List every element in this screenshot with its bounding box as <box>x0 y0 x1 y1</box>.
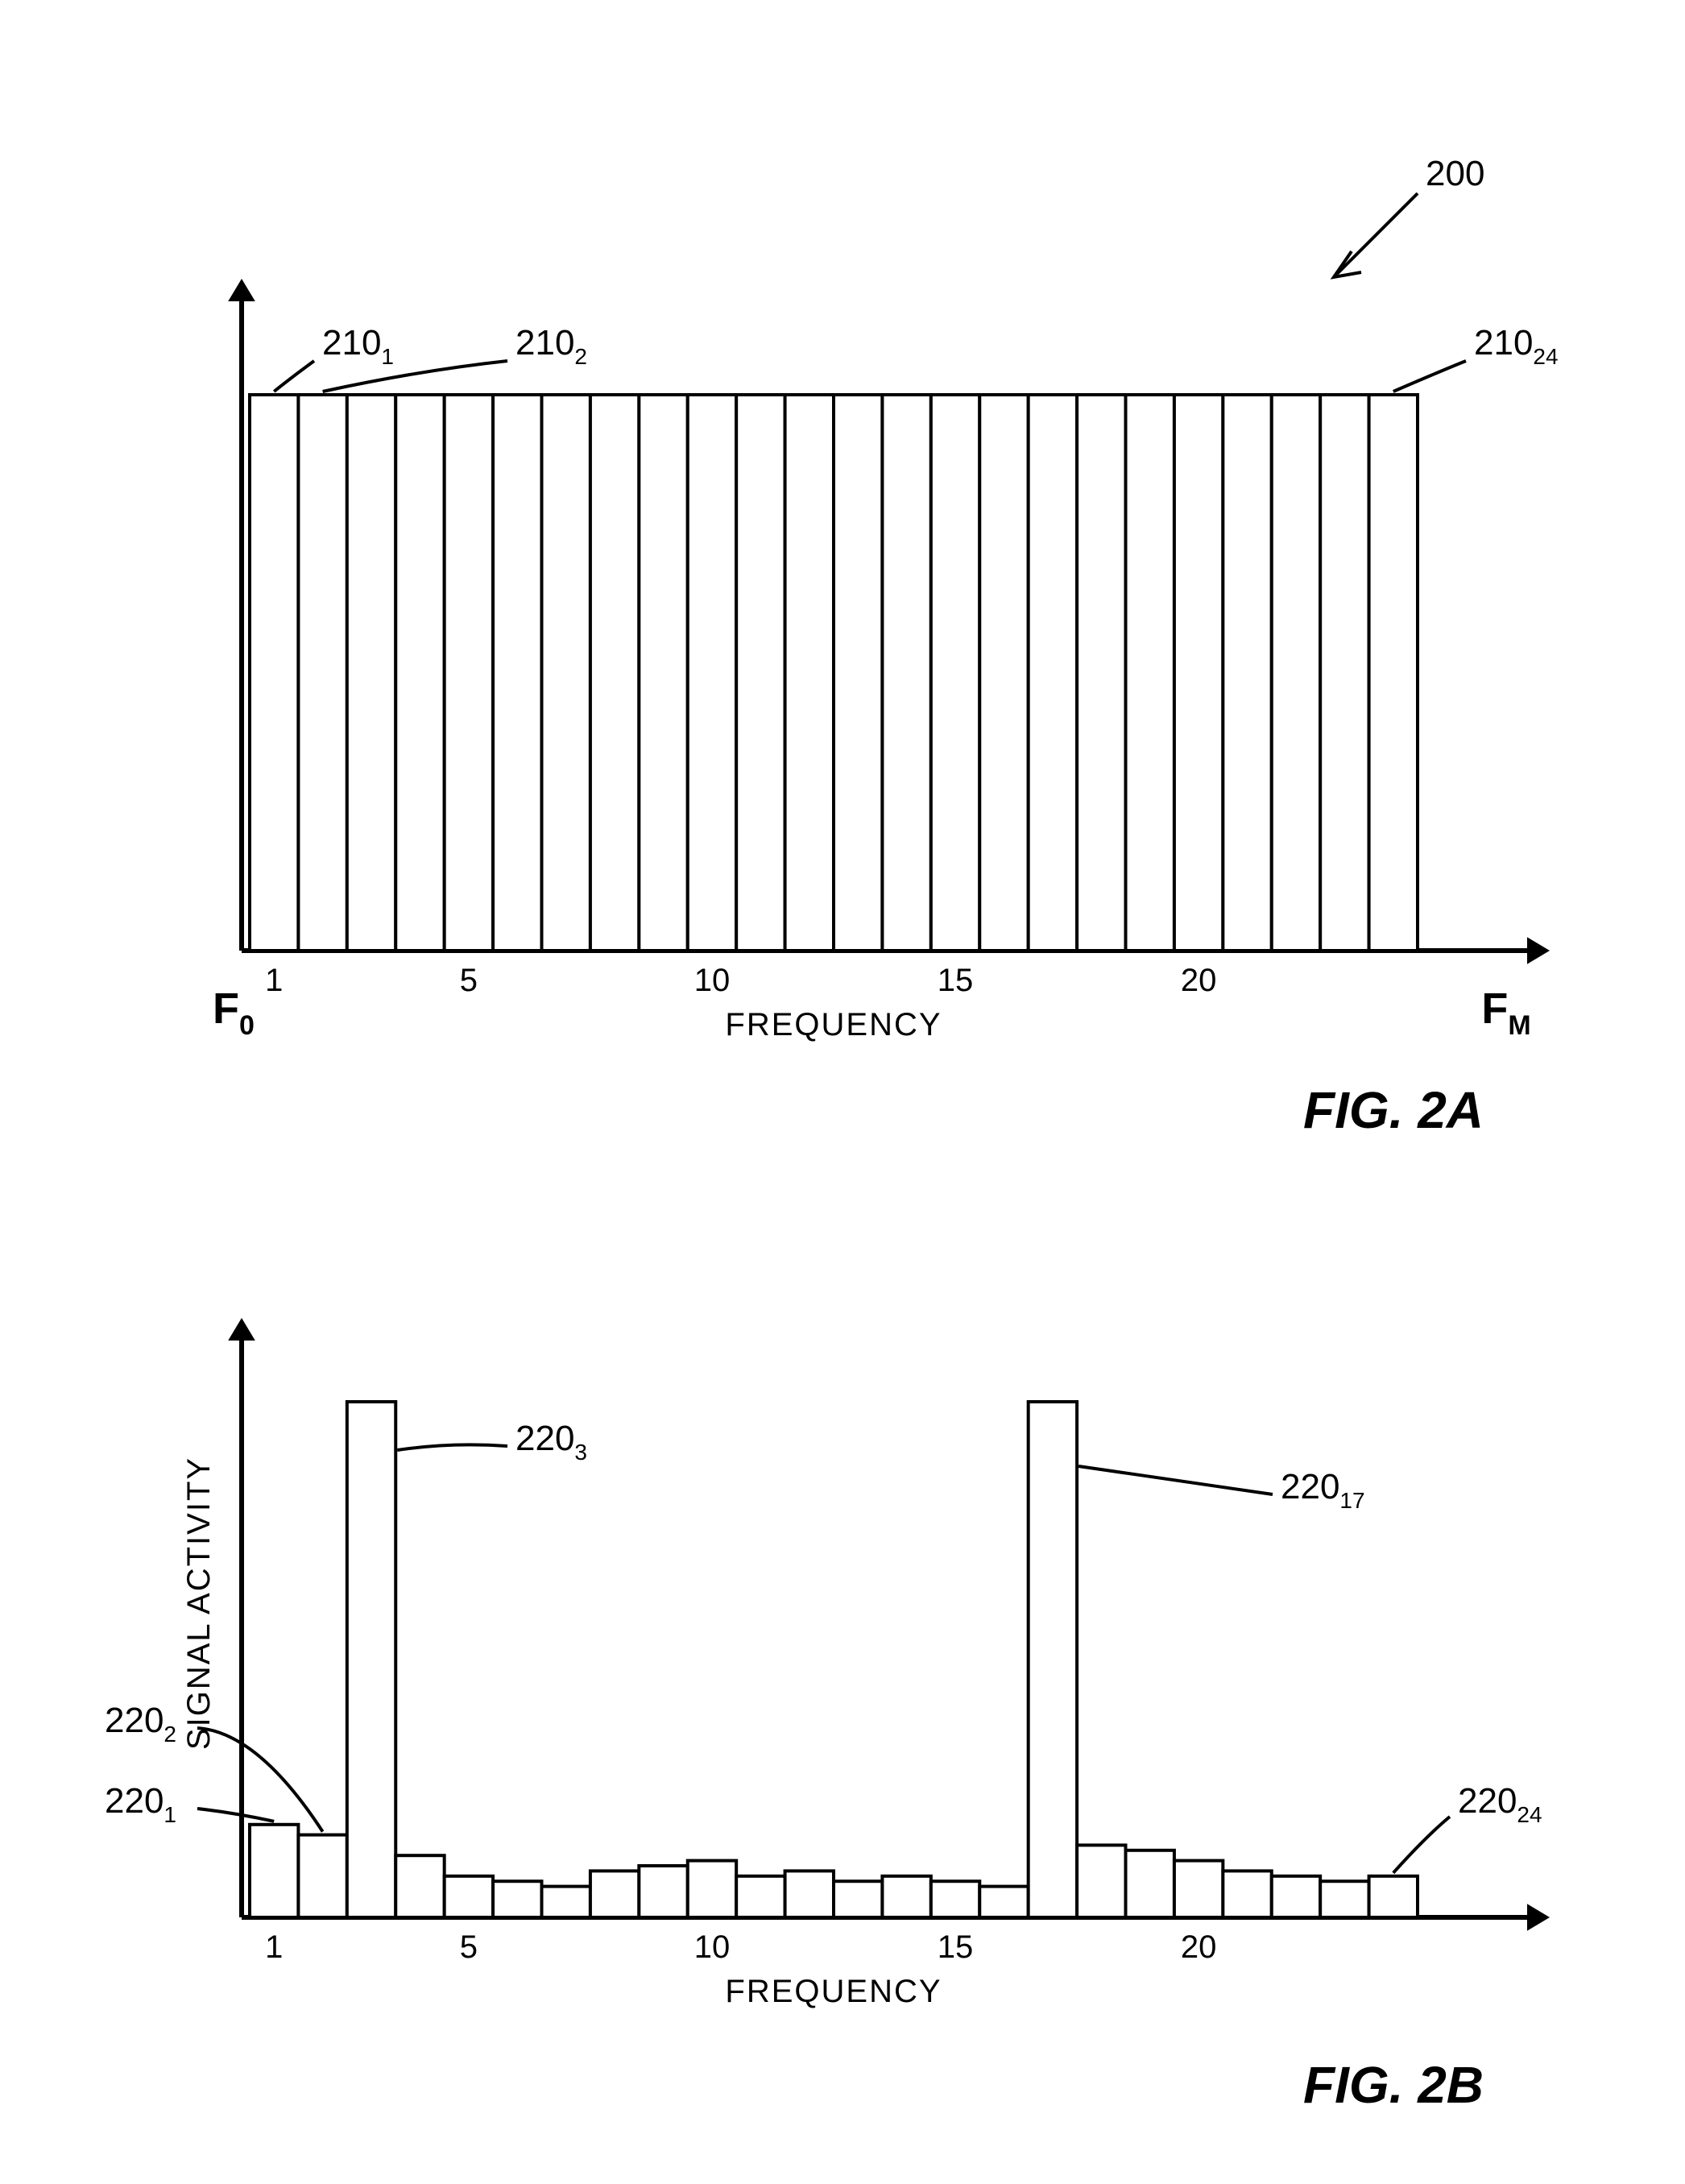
fig-a-bar <box>1077 395 1125 951</box>
x-axis-label: FREQUENCY <box>725 1007 942 1042</box>
fig-a-bar <box>395 395 444 951</box>
xtick-label: 5 <box>460 1929 478 1965</box>
fig-b-bar <box>590 1871 639 1917</box>
fig-b-bar <box>736 1876 785 1917</box>
fig-a-bar <box>493 395 541 951</box>
fig-b-bar <box>395 1855 444 1917</box>
fig-b-bar <box>1223 1871 1271 1917</box>
fig-a-bar <box>1369 395 1418 951</box>
xtick-label: 20 <box>1181 1929 1217 1965</box>
fig-b-bar <box>1320 1881 1368 1917</box>
fig-a-bar <box>298 395 346 951</box>
fig-a-bar <box>882 395 930 951</box>
fig-b-bar <box>834 1881 882 1917</box>
fig-b-bar <box>931 1881 979 1917</box>
fig-2a: 15101520FREQUENCYF0FM2101210221024200FIG… <box>213 154 1559 1139</box>
callout-210-2: 2102 <box>515 323 587 369</box>
fig-a-bar <box>590 395 639 951</box>
xtick-label: 1 <box>265 963 283 998</box>
fig-b-bar <box>1369 1876 1418 1917</box>
fig-a-bar <box>347 395 395 951</box>
x-axis-label: FREQUENCY <box>725 1974 942 2009</box>
xtick-label: 20 <box>1181 963 1217 998</box>
fig-a-bar <box>1126 395 1174 951</box>
fig-a-bar <box>445 395 493 951</box>
fig-a-bar <box>736 395 785 951</box>
fig-a-bar <box>979 395 1028 951</box>
fig-a-bar <box>1320 395 1368 951</box>
callout-220-24: 22024 <box>1458 1781 1542 1827</box>
axis-start-label: F0 <box>213 984 255 1041</box>
fig-a-bar <box>1272 395 1320 951</box>
fig-b-bar <box>250 1825 298 1917</box>
fig-a-bar <box>639 395 687 951</box>
fig-a-bar <box>688 395 736 951</box>
callout-210-1: 2101 <box>322 323 394 369</box>
fig-b-bar <box>298 1835 346 1917</box>
fig-b-bar <box>1272 1876 1320 1917</box>
xtick-label: 10 <box>694 963 731 998</box>
fig-a-bar <box>834 395 882 951</box>
fig-b-bar <box>882 1876 930 1917</box>
fig-a-bar <box>1174 395 1223 951</box>
fig-a-bar <box>785 395 834 951</box>
fig-b-bar <box>1029 1402 1077 1917</box>
axis-end-label: FM <box>1481 984 1530 1041</box>
fig-a-bar <box>1223 395 1271 951</box>
fig-b-bar <box>347 1402 395 1917</box>
fig-b-bar <box>1174 1861 1223 1917</box>
callout-220-1: 2201 <box>105 1781 176 1827</box>
callout-220-17: 22017 <box>1281 1467 1365 1513</box>
fig-2a-caption: FIG. 2A <box>1303 1081 1484 1139</box>
y-axis-label: SIGNAL ACTIVITY <box>181 1457 217 1750</box>
callout-220-3: 2203 <box>515 1419 587 1465</box>
xtick-label: 15 <box>938 963 974 998</box>
fig-a-bar <box>250 395 298 951</box>
fig-b-bar <box>1077 1845 1125 1917</box>
figure-ref-200: 200 <box>1426 154 1484 193</box>
fig-a-bar <box>542 395 590 951</box>
fig-a-bar <box>931 395 979 951</box>
xtick-label: 15 <box>938 1929 974 1965</box>
fig-b-bar <box>979 1887 1028 1917</box>
fig-b-bar <box>493 1881 541 1917</box>
fig-b-bar <box>688 1861 736 1917</box>
fig-a-bar <box>1029 395 1077 951</box>
fig-b-bar <box>445 1876 493 1917</box>
callout-210-24: 21024 <box>1474 323 1559 369</box>
fig-2b: SIGNAL ACTIVITY15101520FREQUENCY22012202… <box>105 1318 1550 2114</box>
xtick-label: 5 <box>460 963 478 998</box>
fig-2b-caption: FIG. 2B <box>1303 2056 1484 2114</box>
fig-b-bar <box>639 1866 687 1917</box>
xtick-label: 1 <box>265 1929 283 1965</box>
callout-220-2: 2202 <box>105 1701 176 1747</box>
xtick-label: 10 <box>694 1929 731 1965</box>
fig-b-bar <box>785 1871 834 1917</box>
fig-b-bar <box>542 1887 590 1917</box>
fig-b-bar <box>1126 1850 1174 1917</box>
